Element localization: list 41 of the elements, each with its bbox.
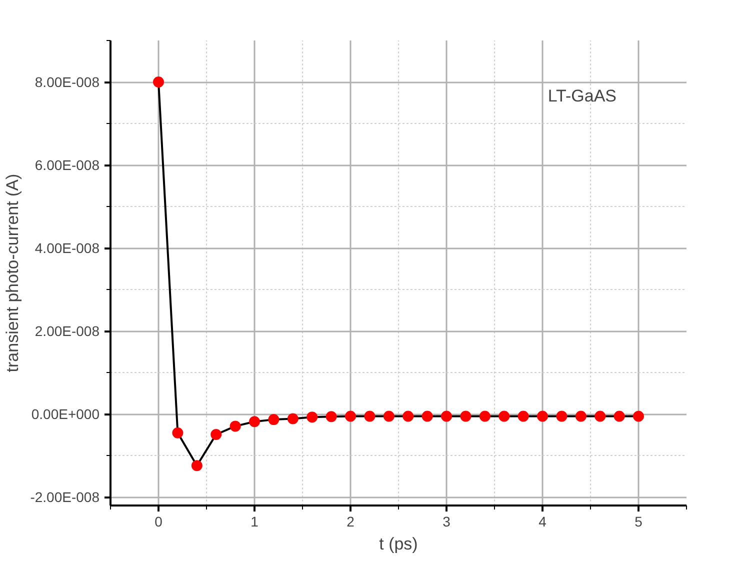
y-axis-title: transient photo-current (A) <box>3 174 22 372</box>
x-axis-title: t (ps) <box>379 534 418 554</box>
point <box>614 410 625 422</box>
point <box>460 410 472 422</box>
y-tick-label: 4.00E-008 <box>34 240 100 256</box>
point <box>383 410 394 422</box>
point <box>402 410 414 422</box>
point <box>518 410 529 422</box>
point <box>498 410 510 422</box>
point <box>422 410 433 422</box>
point <box>594 410 606 422</box>
point <box>479 410 490 422</box>
point <box>441 410 452 422</box>
x-tick-label: 4 <box>538 514 547 530</box>
point <box>556 410 568 422</box>
point <box>345 410 356 422</box>
x-tick-label: 0 <box>154 514 163 530</box>
x-tick-label: 5 <box>634 514 643 530</box>
y-tick-label: 2.00E-008 <box>34 323 100 340</box>
point <box>537 410 548 422</box>
point <box>230 420 241 432</box>
point <box>633 410 644 422</box>
point <box>153 76 164 88</box>
point <box>575 410 586 422</box>
x-tick-label: 2 <box>346 514 355 530</box>
point <box>306 412 318 423</box>
point <box>191 460 202 472</box>
y-tick-label: 0.00E+000 <box>31 406 100 422</box>
point <box>326 411 337 422</box>
y-tick-label: 6.00E-008 <box>34 157 100 174</box>
point <box>249 416 260 428</box>
point <box>172 427 184 438</box>
point <box>287 413 298 424</box>
x-tick-label: 3 <box>442 514 451 530</box>
y-tick-label: 8.00E-008 <box>34 74 100 90</box>
annotation: LT-GaAS <box>548 86 616 106</box>
x-tick-label: 1 <box>250 514 259 530</box>
point <box>364 410 376 422</box>
point <box>268 414 280 426</box>
point <box>210 429 222 440</box>
y-tick-label: -2.00E-008 <box>30 489 100 506</box>
